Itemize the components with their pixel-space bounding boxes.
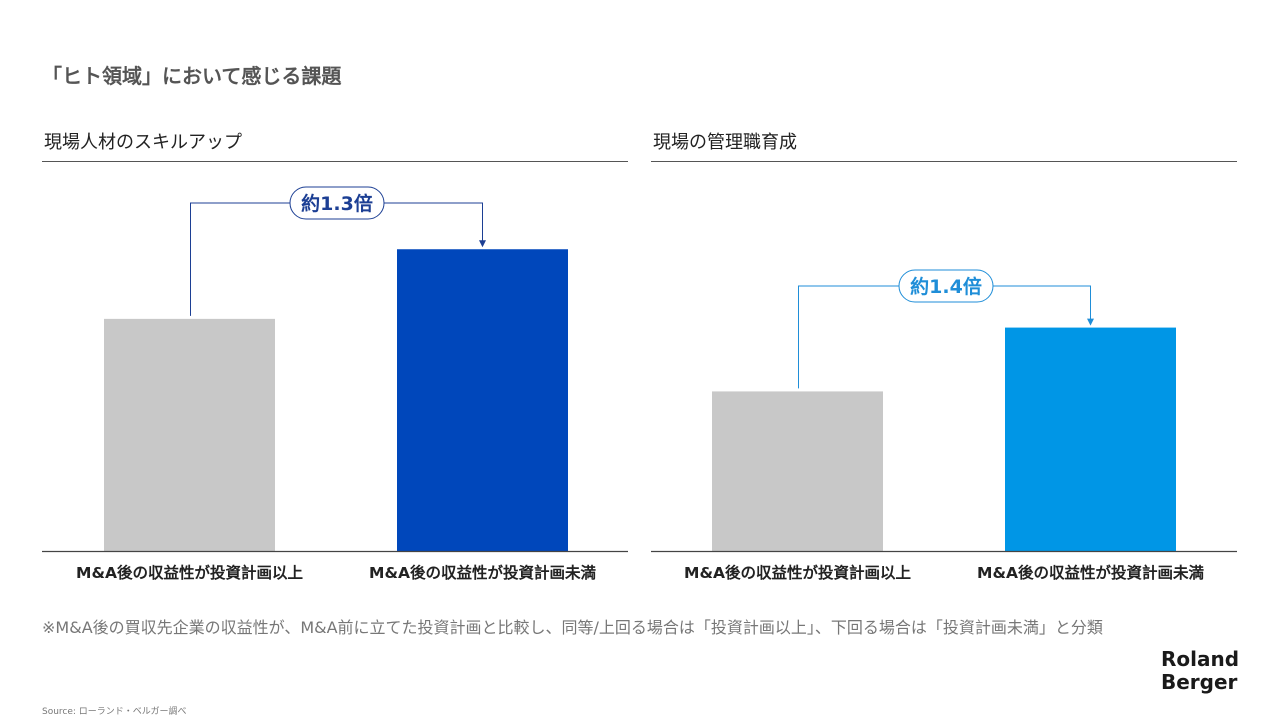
page-title: 「ヒト領域」において感じる課題 <box>42 64 342 88</box>
chart-1-category-label-1: M&A後の収益性が投資計画以上 <box>76 563 303 582</box>
logo-line-1: Roland <box>1161 647 1240 671</box>
chart-2-annotation-label: 約1.4倍 <box>910 275 982 298</box>
chart-1-bar-2 <box>397 249 568 551</box>
chart-2-category-label-1: M&A後の収益性が投資計画以上 <box>684 563 911 582</box>
chart-1-bar-1 <box>104 318 275 551</box>
logo-line-2: Berger <box>1161 670 1238 694</box>
chart-2-annotation-pill <box>898 269 994 303</box>
chart-1-title: 現場人材のスキルアップ <box>44 132 242 153</box>
source-note: Source: ローランド・ベルガー調べ <box>42 707 187 717</box>
chart-1-annotation-arrowhead <box>479 240 486 248</box>
chart-2-category-label-2: M&A後の収益性が投資計画未満 <box>977 563 1204 582</box>
chart-2-title: 現場の管理職育成 <box>653 132 797 153</box>
chart-2-title-rule <box>651 161 1237 162</box>
chart-1-title-rule <box>42 161 628 162</box>
chart-2-annotation-arrowhead <box>1087 318 1094 326</box>
chart-1-annotation-label: 約1.3倍 <box>301 192 373 215</box>
chart-1-annotation-pill <box>289 186 385 220</box>
footnote: ※M&A後の買収先企業の収益性が、M&A前に立てた投資計画と比較し、同等/上回る… <box>42 618 1103 637</box>
chart-2-bar-1 <box>712 391 883 551</box>
roland-berger-logo: Roland Berger <box>1161 648 1239 694</box>
chart-2-bar-2 <box>1005 327 1176 551</box>
chart-1-category-label-2: M&A後の収益性が投資計画未満 <box>369 563 596 582</box>
